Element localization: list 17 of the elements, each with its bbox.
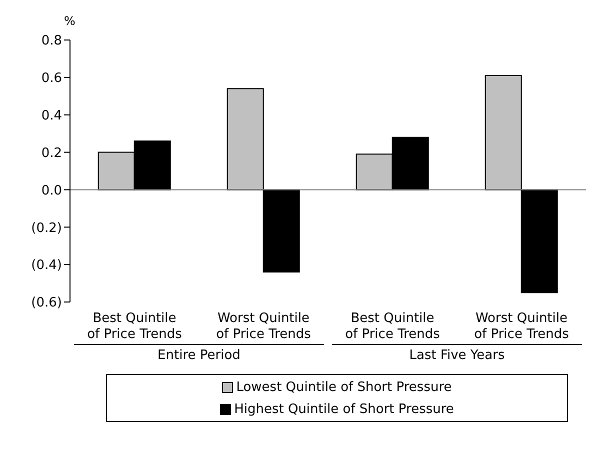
text: Last Five Years xyxy=(332,344,582,363)
x-tick-label: Worst Quintile of Price Trends xyxy=(474,311,570,342)
y-tick-label: (0.2) xyxy=(31,220,62,236)
y-tick-label: 0.8 xyxy=(41,34,62,49)
x-tick-label: Best Quintile of Price Trends xyxy=(345,311,440,342)
legend-label: Lowest Quintile of Short Pressure xyxy=(236,380,452,394)
y-tick-label: (0.6) xyxy=(31,296,62,311)
y-axis-title: % xyxy=(64,14,76,28)
text: Entire Period xyxy=(74,344,324,363)
y-tick-label: 0.2 xyxy=(41,146,62,161)
x-tick-label: Worst Quintile of Price Trends xyxy=(216,311,312,342)
y-tick-label: (0.4) xyxy=(31,258,62,274)
legend-label: Highest Quintile of Short Pressure xyxy=(234,402,454,416)
x-tick-label: Best Quintile of Price Trends xyxy=(87,311,182,342)
y-tick-label: 0.6 xyxy=(41,71,62,86)
y-tick-label: 0.0 xyxy=(41,183,62,198)
y-tick-label: 0.4 xyxy=(41,108,62,124)
